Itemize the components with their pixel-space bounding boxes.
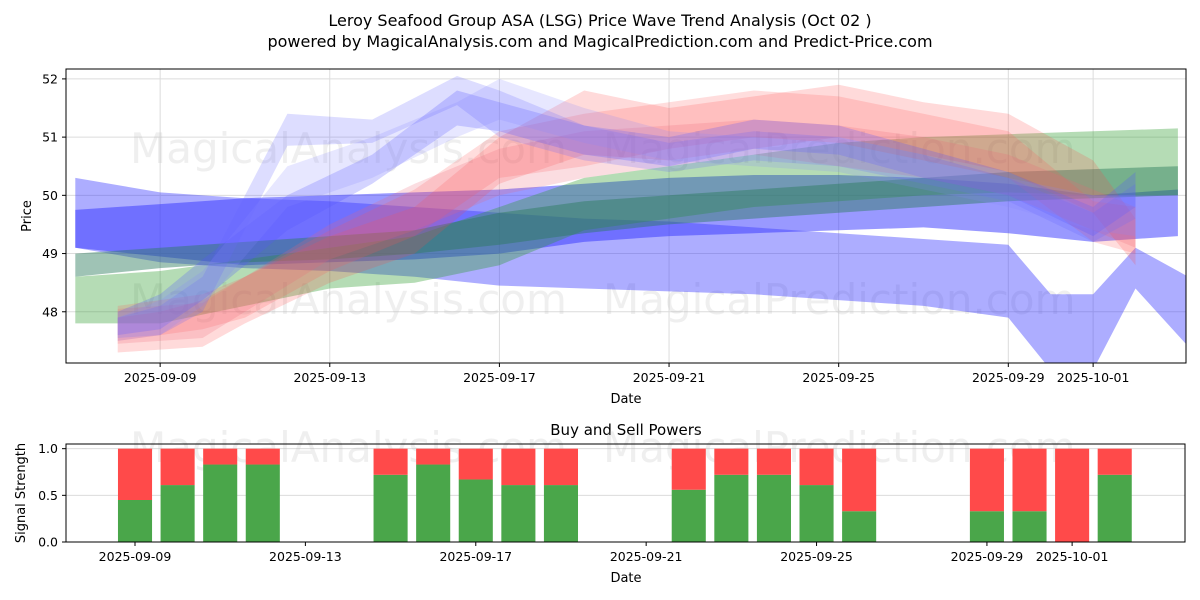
buy-bar [416, 465, 450, 542]
buy-bar [1012, 511, 1046, 542]
sell-bar [246, 449, 280, 465]
buy-bar [246, 465, 280, 542]
buy-bar [672, 490, 706, 542]
y-tick-label: 49 [42, 246, 58, 261]
sell-bar [161, 449, 195, 485]
sell-bar [416, 449, 450, 465]
x-tick-label: 2025-09-29 [972, 370, 1045, 385]
buy-bar [757, 475, 791, 542]
sell-bar [757, 449, 791, 475]
x-tick-label: 2025-09-25 [780, 549, 853, 564]
y-tick-label: 0.5 [38, 488, 58, 503]
top-y-ticks: 48 49 50 51 52 [42, 71, 66, 319]
buy-bar [800, 485, 834, 542]
sell-bar [842, 449, 876, 512]
buy-bar [714, 475, 748, 542]
sell-bar [501, 449, 535, 485]
y-tick-label: 1.0 [38, 441, 58, 456]
bottom-y-axis-label: Signal Strength [14, 443, 29, 543]
buy-bar [118, 500, 152, 542]
buy-bar [459, 479, 493, 542]
y-tick-label: 0.0 [38, 535, 58, 550]
x-tick-label: 2025-09-21 [633, 370, 706, 385]
sell-bar [672, 449, 706, 490]
price-wave-panel: MagicalAnalysis.com MagicalPrediction.co… [20, 69, 1200, 407]
buy-bar [1098, 475, 1132, 542]
bottom-x-axis-label: Date [610, 571, 641, 586]
chart-title: Leroy Seafood Group ASA (LSG) Price Wave… [328, 11, 871, 30]
sell-bar [1012, 449, 1046, 512]
x-tick-label: 2025-09-13 [293, 370, 366, 385]
x-tick-label: 2025-09-17 [463, 370, 536, 385]
sell-bar [1098, 449, 1132, 475]
x-tick-label: 2025-09-25 [802, 370, 875, 385]
buy-sell-panel: Buy and Sell Powers MagicalAnalysis.com … [14, 421, 1185, 586]
buy-bar [203, 465, 237, 542]
buy-bar [501, 485, 535, 542]
sell-bar [970, 449, 1004, 512]
buy-bar [842, 511, 876, 542]
y-tick-label: 51 [42, 130, 58, 145]
top-x-ticks: 2025-09-09 2025-09-13 2025-09-17 2025-09-21… [124, 363, 1130, 385]
top-x-axis-label: Date [610, 392, 641, 407]
x-tick-label: 2025-09-21 [610, 549, 683, 564]
figure: Leroy Seafood Group ASA (LSG) Price Wave… [0, 0, 1200, 600]
top-y-axis-label: Price [20, 200, 35, 232]
buy-bar [161, 485, 195, 542]
x-tick-label: 2025-09-09 [124, 370, 197, 385]
price-bands [75, 76, 1200, 382]
sell-bar [714, 449, 748, 475]
sell-bar [544, 449, 578, 485]
sell-bar [1055, 449, 1089, 542]
y-tick-label: 52 [42, 71, 58, 86]
x-tick-label: 2025-10-01 [1036, 549, 1109, 564]
bottom-x-ticks: 2025-09-09 2025-09-13 2025-09-17 2025-09-21… [99, 542, 1109, 564]
buy-bar [374, 475, 408, 542]
x-tick-label: 2025-09-29 [951, 549, 1024, 564]
sell-bar [800, 449, 834, 485]
sell-bar [118, 449, 152, 500]
y-tick-label: 48 [42, 304, 58, 319]
chart-subtitle: powered by MagicalAnalysis.com and Magic… [267, 32, 932, 51]
buy-bar [970, 511, 1004, 542]
sell-bar [203, 449, 237, 465]
x-tick-label: 2025-09-17 [439, 549, 512, 564]
x-tick-label: 2025-09-09 [99, 549, 172, 564]
sell-bar [459, 449, 493, 480]
x-tick-label: 2025-10-01 [1057, 370, 1130, 385]
bottom-y-ticks: 0.0 0.5 1.0 [38, 441, 66, 549]
buy-bar [544, 485, 578, 542]
x-tick-label: 2025-09-13 [269, 549, 342, 564]
y-tick-label: 50 [42, 188, 58, 203]
sell-bar [374, 449, 408, 475]
